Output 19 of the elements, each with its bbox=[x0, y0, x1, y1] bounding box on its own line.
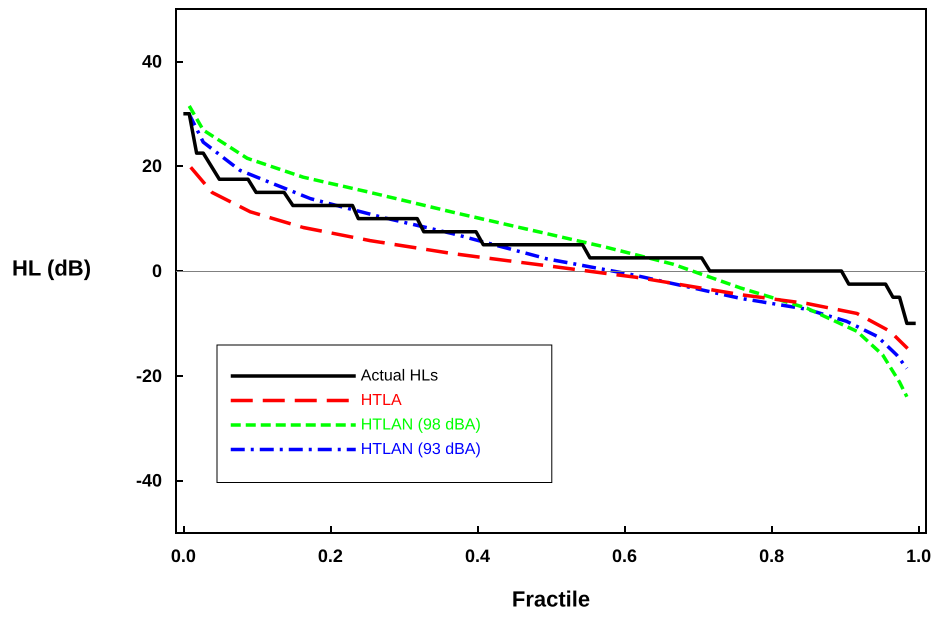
x-tick-label: 0.0 bbox=[170, 546, 196, 566]
y-axis-title: HL (dB) bbox=[12, 256, 92, 280]
y-tick-label: 40 bbox=[142, 51, 162, 72]
x-tick-label: 0.2 bbox=[318, 546, 343, 566]
line-series bbox=[182, 112, 918, 326]
line-series bbox=[188, 166, 910, 350]
x-tick-label: 1.0 bbox=[906, 546, 932, 566]
x-tick-label: 0.4 bbox=[464, 546, 490, 566]
y-tick-label: -40 bbox=[136, 470, 162, 491]
x-axis-title: Fractile bbox=[512, 586, 590, 612]
y-tick-label: 0 bbox=[152, 261, 162, 281]
x-tick-label: 0.8 bbox=[759, 546, 784, 566]
x-tick-label: 0.6 bbox=[612, 546, 638, 566]
text: Actual HLs bbox=[360, 368, 438, 384]
text: HTLA bbox=[360, 392, 402, 409]
text: HTLAN (93 dBA) bbox=[360, 441, 481, 458]
y-tick-label: 20 bbox=[142, 156, 162, 176]
y-tick-label: -20 bbox=[136, 366, 162, 386]
text: HTLAN (98 dBA) bbox=[360, 416, 481, 434]
